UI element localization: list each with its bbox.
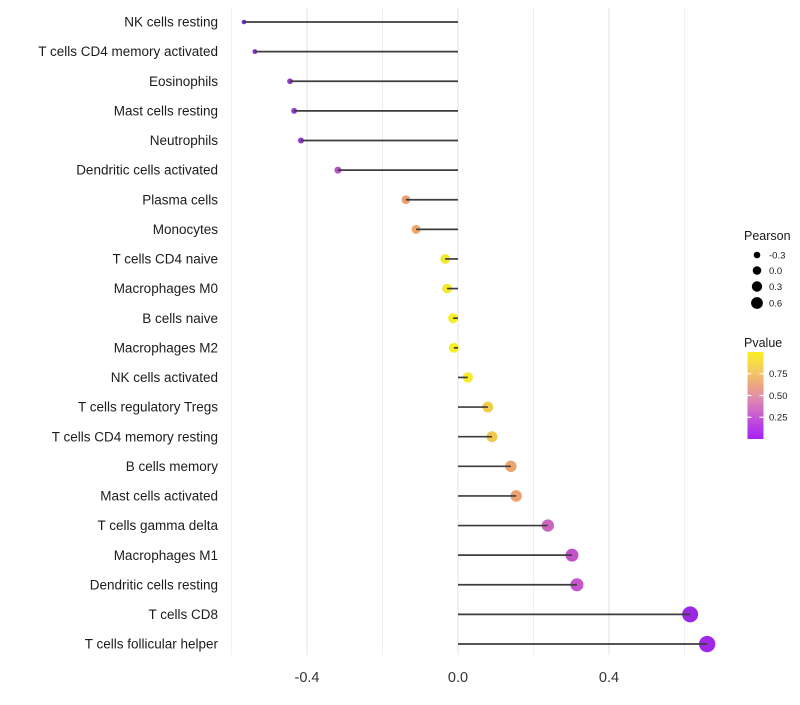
lollipop-dot <box>448 342 459 353</box>
category-label: NK cells activated <box>111 370 218 385</box>
lollipop-dot <box>486 431 498 443</box>
x-tick-label: -0.4 <box>295 670 320 686</box>
category-label: Dendritic cells resting <box>90 577 218 592</box>
legend-size-label: -0.3 <box>769 250 785 261</box>
lollipop-stems <box>243 21 708 645</box>
category-label: Macrophages M0 <box>114 281 218 296</box>
colorbar-tick-label: 0.50 <box>769 391 788 402</box>
legend-size-dot <box>753 251 761 259</box>
lollipop-dots <box>241 19 716 653</box>
legend-pvalue-title: Pvalue <box>744 336 782 350</box>
category-labels: NK cells resting T cells CD4 memory activ… <box>38 15 218 652</box>
gridlines <box>231 8 685 655</box>
legend-size-label: 0.0 <box>769 266 782 277</box>
legend-size-dot <box>751 281 763 292</box>
category-label: T cells CD4 memory resting <box>52 429 218 444</box>
legend-pearson: Pearson -0.3 0.0 0.3 0.6 <box>744 229 791 309</box>
legend-pvalue: Pvalue 0.75 0.50 0.25 <box>744 336 788 439</box>
category-label: T cells CD8 <box>148 607 218 622</box>
colorbar-tick-label: 0.25 <box>769 413 788 424</box>
category-label: B cells memory <box>126 459 219 474</box>
category-label: Mast cells activated <box>100 489 218 504</box>
colorbar-tick-label: 0.75 <box>769 369 788 380</box>
category-label: Monocytes <box>153 222 219 237</box>
category-label: Plasma cells <box>142 192 218 207</box>
category-label: Macrophages M2 <box>114 340 218 355</box>
x-axis: -0.4 0.0 0.4 <box>295 670 620 686</box>
x-tick-label: 0.4 <box>599 670 619 686</box>
category-label: T cells follicular helper <box>85 637 219 652</box>
legend-size-dot <box>752 266 762 275</box>
category-label: T cells CD4 naive <box>112 252 218 267</box>
category-label: Macrophages M1 <box>114 548 218 563</box>
legend-size-dot <box>751 297 763 309</box>
x-tick-label: 0.0 <box>448 670 468 686</box>
category-label: T cells regulatory Tregs <box>78 400 218 415</box>
category-label: Mast cells resting <box>114 103 218 118</box>
category-label: NK cells resting <box>124 15 218 30</box>
legend-size-label: 0.3 <box>769 282 782 293</box>
category-label: Dendritic cells activated <box>76 163 218 178</box>
category-label: B cells naive <box>142 311 218 326</box>
legend-size-label: 0.6 <box>769 298 782 309</box>
category-label: Eosinophils <box>149 74 218 89</box>
legend-pearson-title: Pearson <box>744 229 791 243</box>
category-label: T cells CD4 memory activated <box>38 44 218 59</box>
category-label: T cells gamma delta <box>97 518 218 533</box>
category-label: Neutrophils <box>150 133 219 148</box>
